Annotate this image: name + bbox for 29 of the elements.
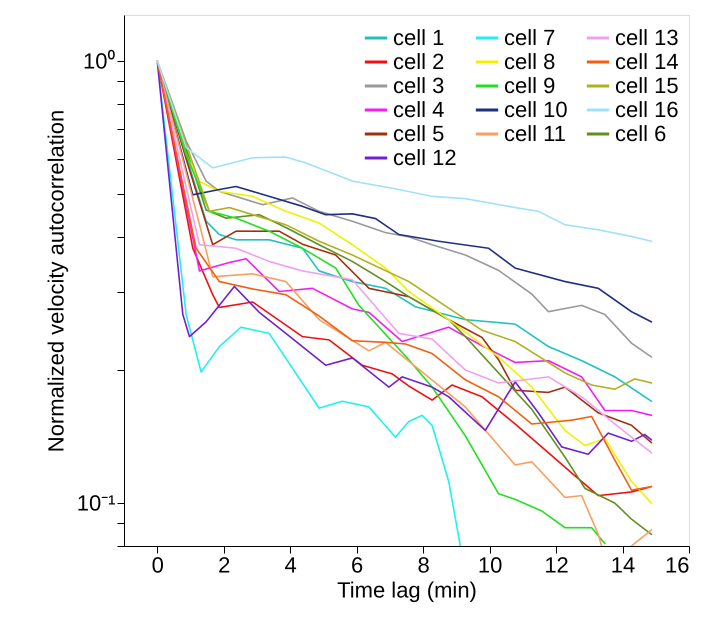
x-tick-label: 2 bbox=[218, 552, 230, 578]
legend-label: cell 11 bbox=[504, 121, 566, 146]
legend-label: cell 4 bbox=[393, 97, 444, 122]
y-tick-label: 10⁻¹ bbox=[76, 490, 116, 516]
y-axis-title: Normalized velocity autocorrelation bbox=[44, 110, 69, 452]
x-tick-label: 16 bbox=[665, 552, 690, 578]
x-tick-label: 14 bbox=[610, 552, 636, 578]
legend-label: cell 15 bbox=[615, 73, 679, 98]
x-tick-label: 12 bbox=[544, 552, 569, 578]
x-axis-title: Time lag (min) bbox=[337, 578, 477, 602]
legend-label: cell 12 bbox=[393, 145, 457, 170]
legend-label: cell 6 bbox=[615, 121, 666, 146]
legend-label: cell 8 bbox=[504, 49, 556, 74]
legend-label: cell 2 bbox=[393, 49, 444, 74]
x-tick-label: 4 bbox=[284, 552, 297, 578]
legend-label: cell 9 bbox=[504, 73, 556, 98]
x-tick-label: 6 bbox=[351, 552, 364, 578]
x-tick-label: 0 bbox=[152, 552, 164, 578]
legend-label: cell 7 bbox=[504, 25, 556, 50]
legend-label: cell 13 bbox=[615, 25, 679, 50]
y-tick-label: 10⁰ bbox=[83, 48, 116, 74]
legend-label: cell 5 bbox=[393, 121, 444, 146]
legend-label: cell 1 bbox=[393, 25, 444, 50]
legend-label: cell 3 bbox=[393, 73, 444, 98]
legend-label: cell 10 bbox=[504, 97, 568, 122]
legend-label: cell 16 bbox=[615, 97, 679, 122]
x-tick-label: 8 bbox=[417, 552, 430, 578]
legend-label: cell 14 bbox=[615, 49, 679, 74]
x-tick-label: 10 bbox=[478, 552, 502, 578]
